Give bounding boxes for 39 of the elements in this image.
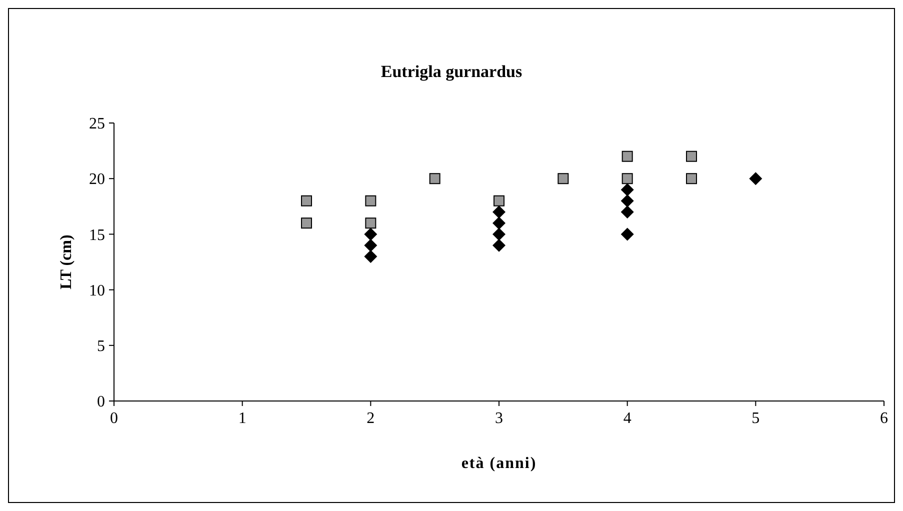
point [365, 218, 376, 229]
y-tick-label: 25 [89, 116, 105, 133]
point [364, 250, 378, 263]
point [686, 173, 697, 184]
x-tick-label: 1 [238, 410, 246, 427]
x-tick-label: 5 [752, 410, 760, 427]
point [365, 195, 376, 206]
x-tick-label: 6 [880, 410, 888, 427]
x-tick-label: 3 [495, 410, 503, 427]
x-tick-label: 0 [110, 410, 118, 427]
point [492, 205, 506, 218]
chart-title: Eutrigla gurnardus [380, 62, 522, 81]
point [749, 172, 762, 186]
y-tick-label: 20 [89, 171, 105, 188]
x-tick-label: 4 [623, 410, 632, 427]
point [686, 150, 697, 162]
point [301, 218, 312, 229]
point [494, 195, 504, 206]
point [364, 238, 378, 252]
point [622, 173, 633, 184]
point [301, 195, 312, 206]
point [364, 228, 378, 241]
point [620, 194, 634, 208]
point [622, 150, 633, 162]
point [620, 205, 634, 218]
point [492, 228, 506, 241]
x-axis-title: età (anni) [461, 455, 537, 472]
x-tick-label: 2 [366, 410, 375, 427]
y-tick-label: 0 [97, 394, 105, 411]
y-axis-title: LT (cm) [58, 234, 75, 290]
point [558, 173, 569, 184]
y-tick-label: 5 [97, 338, 105, 355]
y-tick-label: 10 [89, 282, 105, 300]
point [492, 238, 506, 252]
point [429, 173, 440, 184]
point [620, 228, 634, 241]
y-tick-label: 15 [89, 226, 105, 244]
point [620, 183, 634, 196]
point [492, 216, 506, 230]
